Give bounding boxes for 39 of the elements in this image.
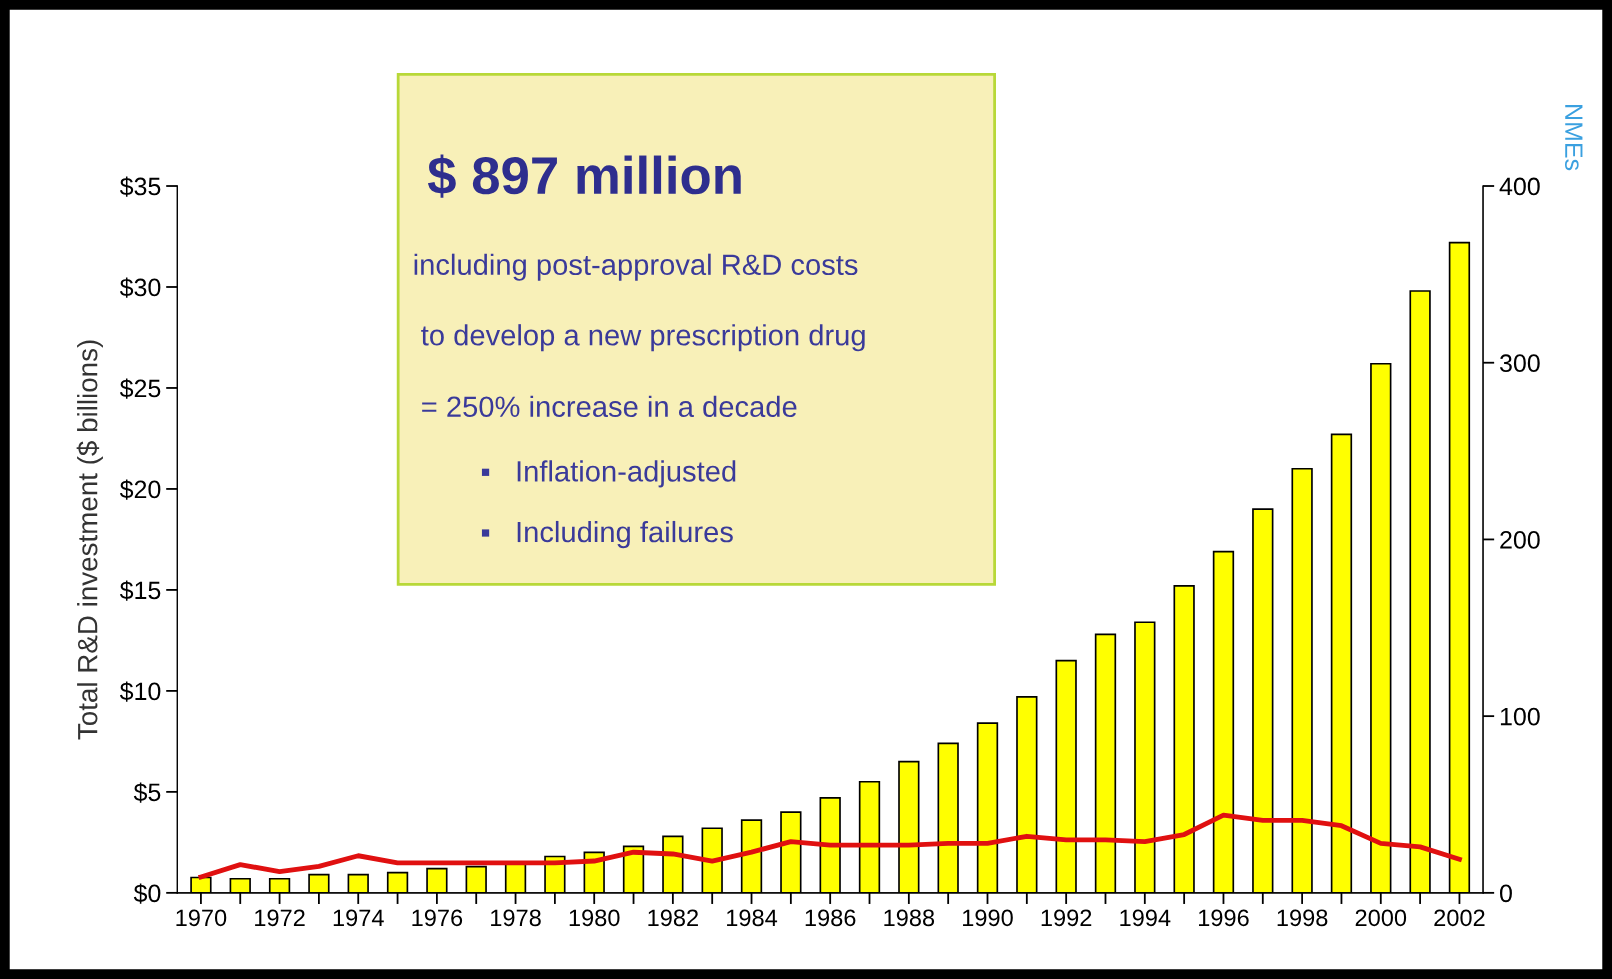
x-tick-label: 1992 <box>1041 909 1092 927</box>
x-tick-label: 1984 <box>727 909 778 927</box>
y-tick-label: $5 <box>133 782 161 803</box>
y-tick-label: $15 <box>119 580 161 601</box>
x-tick-label: 1994 <box>1120 909 1171 927</box>
y2-axis-title: NMEs <box>1564 105 1583 171</box>
x-tick-label: 2002 <box>1434 909 1485 927</box>
annotation: ▪ Inflation-adjusted <box>481 460 736 488</box>
y-tick-label: $25 <box>119 378 161 399</box>
annotation: including post-approval R&D costs <box>414 253 858 281</box>
x-tick-label: 1980 <box>569 909 620 927</box>
x-tick-label: 1976 <box>412 909 463 927</box>
annotation: $ 897 million <box>427 154 741 198</box>
annotation: = 250% increase in a decade <box>422 395 797 418</box>
x-tick-label: 1988 <box>884 909 935 927</box>
y-tick-label: $10 <box>119 681 161 702</box>
x-tick-label: 1982 <box>648 909 698 927</box>
y-tick-label: $0 <box>133 883 161 904</box>
y2-tick-label: 0 <box>1499 884 1512 903</box>
annotation: to develop a new prescription drug <box>421 324 865 352</box>
x-tick-label: 1970 <box>176 909 227 927</box>
x-tick-label: 1998 <box>1277 909 1328 927</box>
y-axis-title: Total R&D investment ($ billions) <box>76 340 103 740</box>
line-series <box>198 812 1462 880</box>
x-tick-label: 1978 <box>491 909 541 927</box>
y-tick-label: $30 <box>119 277 161 298</box>
annotation: ▪ Including failures <box>481 520 733 549</box>
y2-tick-label: 200 <box>1500 531 1540 549</box>
y2-tick-label: 100 <box>1500 707 1540 726</box>
x-tick-label: 1996 <box>1199 909 1249 927</box>
y2-tick-label: 300 <box>1499 354 1540 373</box>
y-tick-label: $20 <box>119 479 161 500</box>
y-tick-label: $35 <box>119 176 161 197</box>
x-tick-label: 1974 <box>333 909 384 927</box>
y2-tick-label: 400 <box>1499 177 1540 196</box>
x-tick-label: 2000 <box>1355 909 1407 927</box>
x-tick-label: 1972 <box>255 909 305 927</box>
x-tick-label: 1990 <box>963 909 1013 927</box>
x-tick-label: 1986 <box>805 909 856 927</box>
